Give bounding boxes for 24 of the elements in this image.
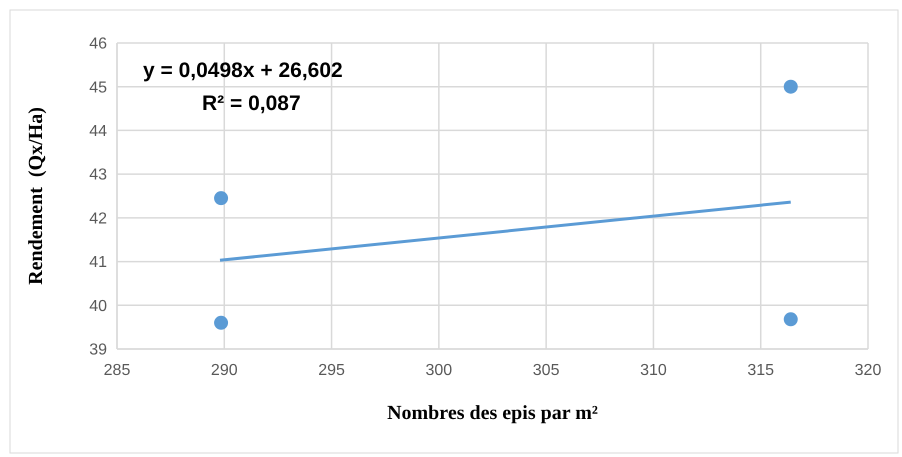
point [214,191,228,206]
annotation: y = 0,0498x + 26,602 [143,59,343,82]
y-axis-title: Rendement (Qx/Ha) [25,107,47,285]
y-tick-label: 42 [89,210,108,228]
x-tick-label: 290 [210,362,238,379]
y-tick-label: 40 [89,298,108,315]
y-tick-label: 45 [89,79,108,96]
x-tick-label: 295 [318,362,346,379]
y-tick-label: 43 [89,166,108,184]
point [784,80,798,94]
y-tick-label: 39 [89,342,108,359]
x-tick-label: 320 [854,362,882,379]
annotation: R² = 0,087 [202,92,301,115]
y-tick-label: 41 [89,254,108,272]
point [214,316,228,330]
point [784,312,798,326]
x-axis-title: Nombres des epis par m² [387,402,598,424]
x-tick-label: 305 [532,362,560,379]
x-tick-label: 315 [747,362,774,379]
y-tick-label: 44 [89,123,108,140]
y-tick-label: 46 [89,36,108,53]
x-tick-label: 310 [640,362,667,379]
x-tick-label: 285 [104,362,130,379]
x-tick-label: 300 [426,362,452,379]
